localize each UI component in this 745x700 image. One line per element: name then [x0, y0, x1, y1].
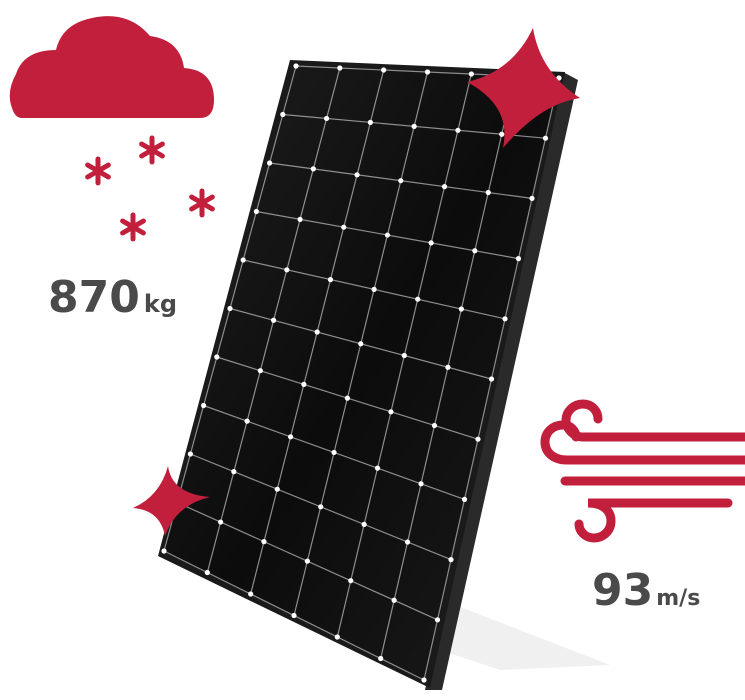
sparkle-icon — [467, 28, 580, 148]
wind-load-unit: m/s — [656, 586, 701, 611]
snow-load-unit: kg — [143, 290, 177, 318]
wind-icon — [540, 399, 745, 543]
snowflake-icon — [139, 135, 165, 165]
sparkle-icon — [133, 466, 210, 536]
snow-cloud-icon — [9, 16, 214, 119]
snowflake-icon — [189, 188, 215, 218]
snowflake-icon — [120, 212, 146, 242]
snowflake-icons — [85, 135, 215, 242]
snow-load-number: 870 — [48, 272, 140, 323]
snow-load-value: 870 kg — [48, 272, 177, 323]
panel-glass-shine — [164, 66, 559, 680]
wind-load-number: 93 — [592, 565, 654, 616]
snowflake-icon — [85, 156, 111, 186]
wind-load-value: 93 m/s — [592, 565, 700, 616]
